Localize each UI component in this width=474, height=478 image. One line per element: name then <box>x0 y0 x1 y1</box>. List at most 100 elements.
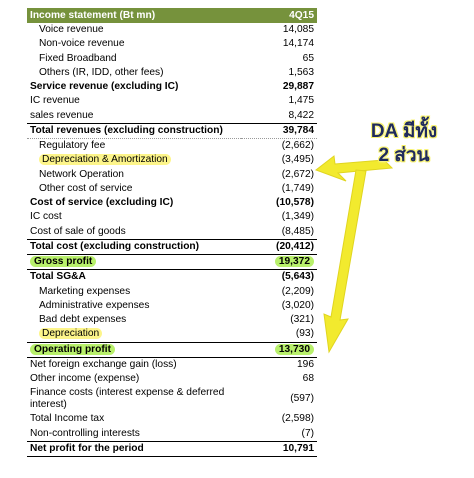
table-row: Administrative expenses (3,020) <box>27 299 317 313</box>
table-row-total: Total revenues (excluding construction) … <box>27 122 317 139</box>
row-value: (2,672) <box>281 168 314 180</box>
header-period: 4Q15 <box>241 8 317 23</box>
row-label: Fixed Broadband <box>39 52 117 64</box>
row-value: (5,643) <box>241 269 317 285</box>
row-label: Service revenue (excluding IC) <box>30 81 179 92</box>
yellow-highlight: Depreciation <box>39 328 103 340</box>
table-row: Non-controlling interests (7) <box>27 427 317 442</box>
table-row: Marketing expenses (2,209) <box>27 285 317 299</box>
table-row: Bad debt expenses (321) <box>27 313 317 327</box>
table-row: Finance costs (interest expense & deferr… <box>27 386 317 412</box>
table-row: Non-voice revenue 14,174 <box>27 37 317 51</box>
green-highlight: 13,730 <box>274 343 314 355</box>
row-label: Network Operation <box>39 168 124 180</box>
row-value: (3,495) <box>281 154 314 166</box>
green-highlight: 19,372 <box>274 256 314 267</box>
row-label: Non-voice revenue <box>39 38 125 50</box>
callout-label: DA มีทั้ง 2 ส่วน <box>360 120 448 168</box>
table-row: Other cost of service (1,749) <box>27 182 317 196</box>
row-label: IC revenue <box>30 95 80 107</box>
row-value: 29,887 <box>282 81 314 92</box>
row-value: 14,085 <box>282 24 314 35</box>
row-label: Total SG&A <box>27 269 241 285</box>
row-value: 39,784 <box>241 122 317 139</box>
table-row-total: Net profit for the period 10,791 <box>27 440 317 458</box>
green-highlight: Gross profit <box>30 256 97 267</box>
table-row-total: Total cost (excluding construction) (20,… <box>27 238 317 256</box>
income-statement-table: Income statement (Bt mn) 4Q15 Voice reve… <box>27 8 317 458</box>
row-value: (2,209) <box>281 285 314 297</box>
table-row: Regulatory fee (2,662) <box>27 138 317 154</box>
row-value: 196 <box>241 356 317 372</box>
row-value: (2,598) <box>281 413 314 425</box>
callout-line-1: DA มีทั้ง <box>370 121 438 142</box>
row-value: (93) <box>295 328 314 340</box>
row-value: (7) <box>301 427 314 439</box>
row-label: Others (IR, IDD, other fees) <box>39 66 164 78</box>
row-label: Marketing expenses <box>39 285 131 297</box>
header-label: Income statement (Bt mn) <box>27 8 241 23</box>
table-row-highlighted: Operating profit 13,730 <box>27 341 317 358</box>
row-value: (1,349) <box>281 211 314 223</box>
arrow-to-depreciation-amortization <box>314 155 394 182</box>
row-value: (1,749) <box>281 182 314 194</box>
table-row: Service revenue (excluding IC) 29,887 <box>27 80 317 94</box>
row-label: Non-controlling interests <box>30 427 140 439</box>
table-row: Others (IR, IDD, other fees) 1,563 <box>27 66 317 80</box>
row-value: 1,563 <box>288 66 315 78</box>
row-label: Finance costs (interest expense & deferr… <box>30 386 225 411</box>
table-row-highlighted: Depreciation (93) <box>27 327 317 342</box>
green-highlight: Operating profit <box>30 343 115 355</box>
row-label: Voice revenue <box>39 24 104 35</box>
table-row: Net foreign exchange gain (loss) 196 <box>27 356 317 372</box>
row-label: Total revenues (excluding construction) <box>27 122 241 139</box>
row-label: Regulatory fee <box>27 138 241 154</box>
table-row-highlighted: Depreciation & Amortization (3,495) <box>27 153 317 167</box>
yellow-highlight: Depreciation & Amortization <box>39 154 171 166</box>
row-value: 8,422 <box>288 109 315 121</box>
row-label: Administrative expenses <box>39 299 150 311</box>
table-row-highlighted: Gross profit 19,372 <box>27 255 317 270</box>
table-row: Other income (expense) 68 <box>27 372 317 386</box>
row-label: Bad debt expenses <box>39 314 127 325</box>
row-value: 10,791 <box>241 440 317 458</box>
table-row: sales revenue 8,422 <box>27 109 317 124</box>
row-label: Net profit for the period <box>27 440 241 458</box>
row-value: 1,475 <box>288 95 315 107</box>
row-label: IC cost <box>30 211 62 223</box>
row-value: 68 <box>302 373 314 384</box>
row-label: Depreciation & Amortization <box>27 153 241 167</box>
row-label: Gross profit <box>27 255 241 270</box>
table-row: Cost of service (excluding IC) (10,578) <box>27 196 317 210</box>
row-value: 19,372 <box>241 255 317 270</box>
table-row: Network Operation (2,672) <box>27 168 317 182</box>
row-value: (8,485) <box>281 225 314 237</box>
row-value: (3,020) <box>281 299 314 311</box>
row-label: sales revenue <box>30 109 94 121</box>
table-row: Total SG&A (5,643) <box>27 269 317 285</box>
row-label: Depreciation <box>27 327 241 342</box>
callout-line-2: 2 ส่วน <box>378 145 430 166</box>
row-value: (10,578) <box>276 197 314 208</box>
row-label: Other cost of service <box>39 182 133 194</box>
row-label: Cost of sale of goods <box>30 225 126 237</box>
table-row: IC cost (1,349) <box>27 210 317 224</box>
row-label: Net foreign exchange gain (loss) <box>27 356 241 372</box>
row-label: Total cost (excluding construction) <box>27 238 241 256</box>
arrow-to-depreciation <box>323 169 367 354</box>
row-value: (597) <box>290 393 314 404</box>
row-value: 14,174 <box>282 38 314 50</box>
row-value: (321) <box>290 314 314 325</box>
row-label: Cost of service (excluding IC) <box>30 197 174 208</box>
row-value: 65 <box>302 52 314 64</box>
table-row: Cost of sale of goods (8,485) <box>27 225 317 240</box>
table-row: Voice revenue 14,085 <box>27 23 317 37</box>
table-row: IC revenue 1,475 <box>27 94 317 108</box>
row-value: (2,662) <box>241 138 317 154</box>
table-header-row: Income statement (Bt mn) 4Q15 <box>27 8 317 23</box>
row-value: 13,730 <box>241 341 317 358</box>
row-value: (20,412) <box>241 238 317 256</box>
row-label: Total Income tax <box>30 413 105 425</box>
